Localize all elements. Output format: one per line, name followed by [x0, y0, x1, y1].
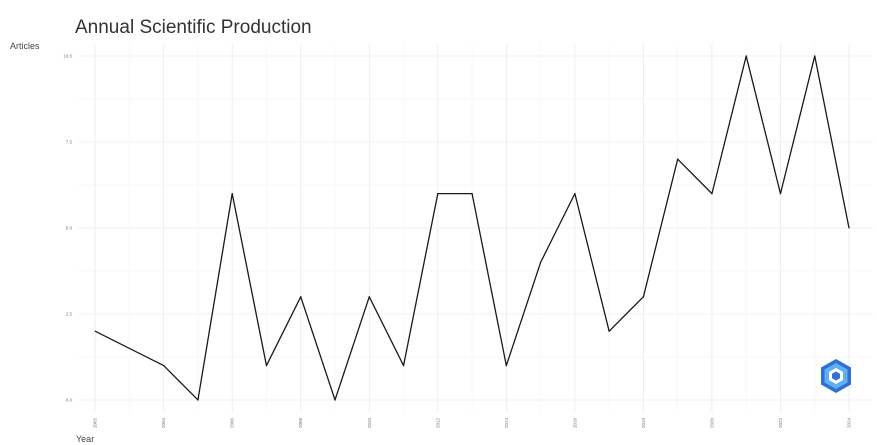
y-tick-label: 5.0	[66, 226, 73, 231]
y-tick-labels: 0.0 2.5 5.0 7.5 10.0	[63, 54, 72, 403]
data-point	[197, 399, 199, 401]
x-tick-label: 2024	[847, 418, 852, 429]
data-point	[848, 227, 850, 229]
y-tick-label: 10.0	[63, 54, 72, 59]
data-point	[162, 364, 165, 367]
x-tick-label: 2008	[298, 418, 303, 429]
x-tick-label: 2014	[504, 418, 509, 429]
data-point	[505, 364, 508, 367]
data-point	[813, 55, 816, 57]
chart-title: Annual Scientific Production	[75, 17, 312, 38]
y-tick-label: 0.0	[66, 397, 73, 402]
x-tick-label: 2012	[435, 418, 440, 429]
grid	[78, 44, 873, 412]
data-point	[573, 192, 576, 195]
data-point	[711, 192, 713, 195]
data-point	[608, 330, 611, 333]
x-tick-label: 2010	[367, 418, 372, 429]
y-tick-label: 7.5	[66, 140, 73, 145]
data-point	[334, 399, 336, 401]
data-point	[539, 261, 542, 264]
x-tick-label: 2004	[161, 418, 166, 429]
x-tick-label: 2006	[230, 418, 235, 429]
data-point	[676, 158, 679, 161]
data-point	[368, 295, 371, 298]
series-group	[94, 55, 850, 401]
data-point	[745, 55, 748, 57]
data-point	[299, 295, 302, 298]
y-axis-label: Articles	[10, 41, 40, 51]
series-line	[94, 55, 850, 401]
data-point	[436, 192, 439, 195]
hexagon-logo-icon	[821, 359, 851, 393]
x-tick-label: 2016	[572, 418, 577, 429]
x-axis-label: Year	[76, 434, 94, 444]
x-tick-label: 2020	[709, 418, 714, 429]
x-tick-label: 2022	[778, 418, 783, 429]
data-point	[402, 364, 405, 367]
data-point	[779, 192, 782, 195]
y-tick-label: 2.5	[66, 311, 73, 316]
x-tick-labels: 2002 2004 2006 2008 2010 2012 2014 2016 2018 2020…	[93, 418, 852, 429]
x-tick-label: 2018	[641, 418, 646, 429]
data-point	[231, 192, 234, 195]
x-tick-label: 2002	[93, 418, 98, 429]
data-point	[94, 330, 97, 333]
data-point	[471, 192, 473, 195]
data-point	[642, 295, 645, 298]
data-point	[265, 364, 268, 367]
